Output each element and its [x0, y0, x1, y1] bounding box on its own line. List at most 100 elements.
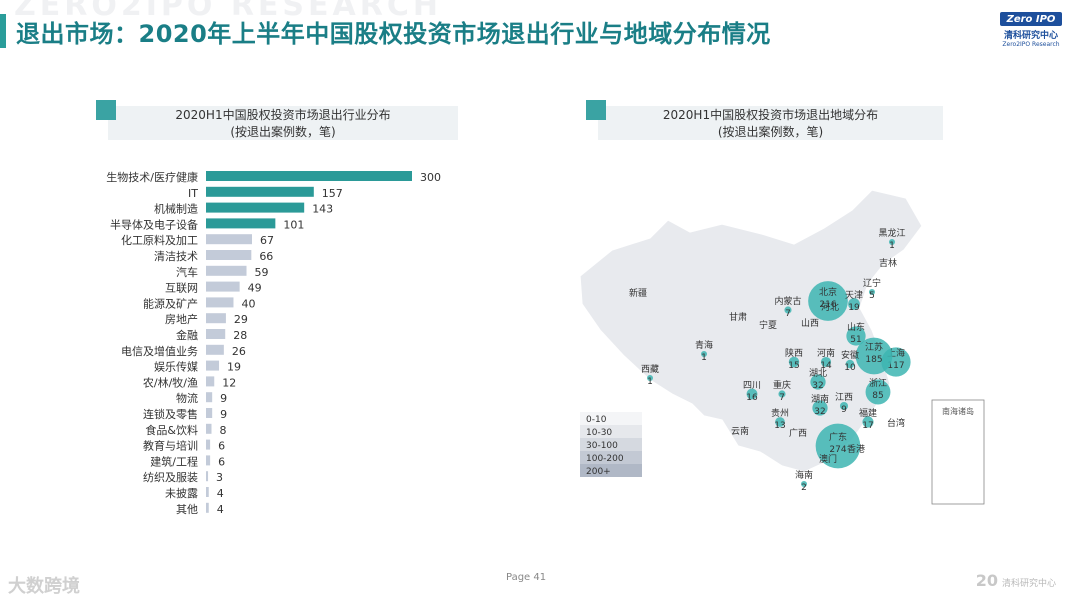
- region-bubble: [855, 337, 893, 375]
- region-name-label: 香港: [847, 443, 865, 455]
- south-china-sea-inset: [931, 399, 985, 505]
- logo-en-text: Zero2IPO Research: [1002, 41, 1060, 48]
- region-bubble: [848, 298, 860, 310]
- region-value-label: 51: [850, 335, 861, 345]
- region-value-label: 117: [887, 361, 904, 371]
- region-bubble: [868, 288, 876, 296]
- bar-category-label: 机械制造: [154, 202, 198, 216]
- page-number: Page 41: [506, 572, 547, 583]
- region-value-label: 274: [829, 445, 846, 455]
- region-name-label: 新疆: [629, 287, 647, 299]
- bar-value-label: 300: [420, 171, 441, 184]
- region-bubble: [889, 239, 895, 245]
- bar: [206, 360, 220, 371]
- region-name-label: 广东: [829, 431, 847, 443]
- bar: [206, 202, 305, 213]
- region-bubble: [778, 390, 786, 398]
- zero2ipo-logo: Zero IPO 清科研究中心 Zero2IPO Research: [1000, 12, 1062, 48]
- bar-category-label: 生物技术/医疗健康: [106, 170, 198, 184]
- header-watermark: ZERO2IPO RESEARCH: [14, 0, 442, 23]
- region-name-label: 西藏: [641, 363, 659, 375]
- bar-category-label: 金融: [176, 328, 198, 342]
- region-name-label: 河南: [817, 347, 835, 359]
- industry-chart-header: 2020H1中国股权投资市场退出行业分布 (按退出案例数，笔): [96, 100, 458, 140]
- bar: [206, 439, 211, 450]
- region-value-label: 13: [774, 421, 785, 431]
- region-value-label: 15: [788, 361, 799, 371]
- region-bubble: [801, 481, 807, 487]
- bar-category-label: 教育与培训: [143, 439, 198, 453]
- region-bubble: [775, 417, 785, 427]
- bar-category-label: 化工原料及加工: [121, 233, 198, 247]
- region-value-label: 1: [889, 241, 895, 251]
- logo-cn-text: 清科研究中心: [1003, 31, 1058, 41]
- region-bubble: [862, 416, 874, 428]
- region-name-label: 四川: [743, 381, 761, 391]
- bar-value-label: 12: [222, 376, 236, 389]
- region-value-label: 9: [841, 405, 847, 415]
- region-name-label: 江苏: [865, 341, 883, 353]
- region-value-label: 10: [844, 363, 856, 373]
- legend-label: 100-200: [586, 454, 624, 464]
- region-bubble: [820, 356, 832, 368]
- region-bubble: [808, 281, 848, 321]
- region-name-label: 甘肃: [729, 311, 747, 323]
- bar: [206, 281, 240, 292]
- region-bubble: [701, 351, 707, 357]
- bar: [206, 329, 226, 339]
- legend-swatch: [580, 425, 642, 438]
- footer-right-brand: 20 清科研究中心: [975, 571, 1056, 590]
- bar: [206, 408, 213, 418]
- legend-label: 200+: [586, 467, 611, 477]
- region-name-label: 浙江: [869, 377, 887, 389]
- region-name-label: 海南: [795, 469, 813, 481]
- region-name-label: 山西: [801, 318, 819, 329]
- industry-chart-subtitle: (按退出案例数，笔): [230, 125, 336, 139]
- region-value-label: 32: [812, 381, 823, 391]
- region-name-label: 天津: [845, 290, 863, 301]
- bar-value-label: 101: [283, 218, 304, 231]
- bar: [206, 502, 209, 513]
- bar-category-label: 电信及增值业务: [121, 344, 198, 358]
- region-chart-title: 2020H1中国股权投资市场退出地域分布: [662, 108, 879, 122]
- bar-value-label: 8: [219, 424, 226, 437]
- bar-value-label: 4: [217, 487, 224, 500]
- bar-value-label: 29: [234, 313, 248, 326]
- region-value-label: 5: [869, 291, 875, 301]
- industry-bar-chart: 生物技术/医疗健康 300 IT 157 机械制造 143 半导体及电子设备 101 化工原料及…: [106, 170, 441, 516]
- bar-category-label: 未披露: [165, 486, 198, 500]
- bar-value-label: 66: [259, 250, 273, 263]
- bar-category-label: 纺织及服装: [143, 470, 198, 484]
- region-bubble: [788, 356, 800, 368]
- region-name-label: 广西: [789, 427, 807, 439]
- bar-category-label: 娱乐传媒: [154, 360, 198, 374]
- bar-category-label: 清洁技术: [154, 250, 198, 263]
- region-chart-header: 2020H1中国股权投资市场退出地域分布 (按退出案例数，笔): [586, 100, 943, 140]
- bar-category-label: 连锁及零售: [143, 407, 198, 421]
- region-chart-subtitle: (按退出案例数，笔): [717, 125, 824, 139]
- bar-value-label: 9: [220, 408, 227, 421]
- bar: [206, 265, 247, 276]
- region-value-label: 14: [820, 361, 832, 371]
- bar-value-label: 157: [322, 187, 343, 200]
- bar-value-label: 49: [248, 282, 262, 295]
- bar-category-label: 食品&饮料: [145, 423, 198, 437]
- bar-category-label: IT: [188, 187, 198, 200]
- legend-label: 10-30: [586, 428, 612, 438]
- logo-mark: Zero IPO: [1000, 12, 1062, 26]
- region-value-label: 19: [848, 303, 860, 313]
- region-name-label: 山东: [847, 321, 865, 333]
- region-name-label: 宁夏: [759, 319, 777, 331]
- bar: [206, 297, 234, 308]
- bar-category-label: 房地产: [165, 312, 198, 326]
- bar: [206, 313, 226, 324]
- bar-category-label: 农/林/牧/渔: [143, 375, 198, 389]
- legend-label: 30-100: [586, 441, 618, 451]
- bar: [206, 234, 253, 245]
- region-bubble: [845, 359, 855, 369]
- region-bubble: [815, 423, 861, 469]
- bar-value-label: 6: [218, 455, 225, 468]
- bar-category-label: 能源及矿产: [143, 296, 198, 310]
- legend-swatch: [580, 464, 642, 477]
